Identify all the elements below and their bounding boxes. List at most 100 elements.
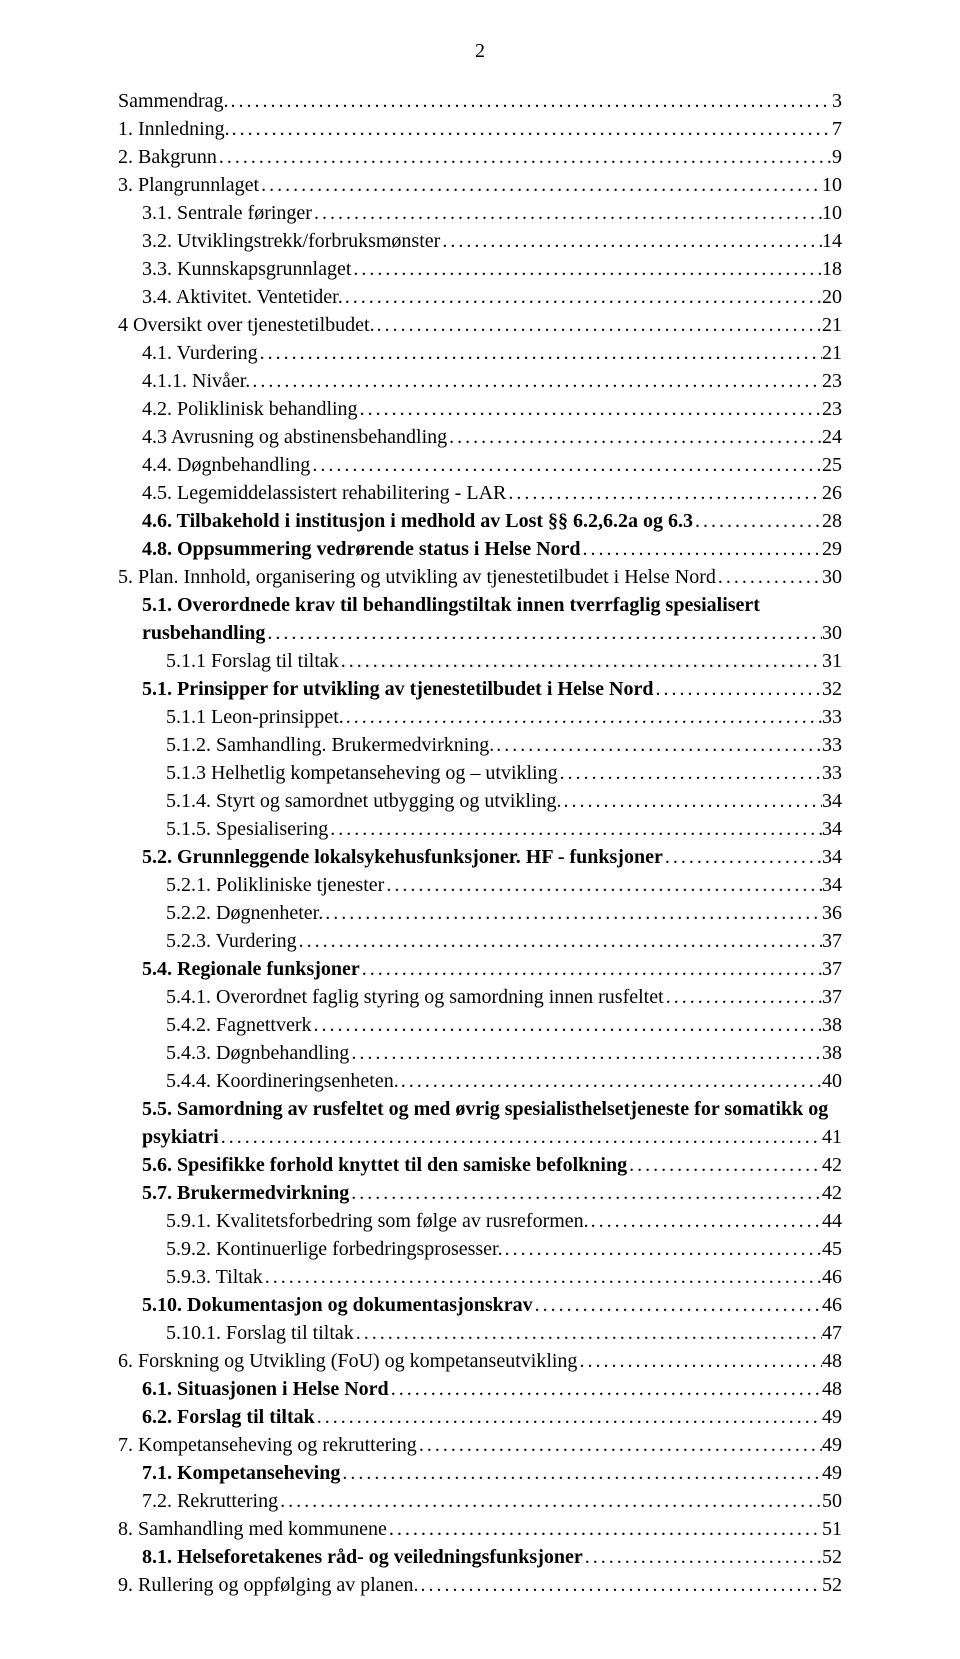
toc-entry: 4 Oversikt over tjenestetilbudet.21	[118, 311, 842, 339]
toc-leader	[339, 647, 822, 675]
toc-page: 31	[822, 647, 842, 675]
toc-leader	[506, 479, 822, 507]
toc-page: 24	[822, 423, 842, 451]
toc-page: 10	[822, 199, 842, 227]
toc-leader	[312, 199, 822, 227]
toc-entry-continuation: rusbehandling 30	[118, 619, 842, 647]
toc-page: 50	[822, 1487, 842, 1515]
toc-page: 33	[822, 703, 842, 731]
toc-entry: 4.5. Legemiddelassistert rehabilitering …	[118, 479, 842, 507]
toc-page: 33	[822, 731, 842, 759]
toc-entry: 2. Bakgrunn9	[118, 143, 842, 171]
toc-entry: 5.1.2. Samhandling. Brukermedvirkning. 33	[118, 731, 842, 759]
toc-label: 5.1.1 Leon-prinsippet.	[166, 703, 344, 731]
toc-page: 38	[822, 1011, 842, 1039]
toc-entry: 9. Rullering og oppfølging av planen.52	[118, 1571, 842, 1599]
toc-entry: 4.8. Oppsummering vedrørende status i He…	[118, 535, 842, 563]
toc-page: 37	[822, 983, 842, 1011]
toc-leader	[250, 367, 822, 395]
toc-label: 5.1. Overordnede krav til behandlingstil…	[142, 591, 760, 619]
toc-label: 5.1.5. Spesialisering	[166, 815, 328, 843]
toc-entry: 5.2.2. Døgnenheter.36	[118, 899, 842, 927]
toc-page: 30	[822, 619, 842, 647]
toc-label: 3.4. Aktivitet. Ventetider.	[142, 283, 343, 311]
toc-page: 48	[822, 1375, 842, 1403]
toc-entry: 7.1. Kompetanseheving49	[118, 1459, 842, 1487]
toc-page: 51	[822, 1515, 842, 1543]
toc-leader	[716, 563, 822, 591]
toc-entry: 5.2.3. Vurdering37	[118, 927, 842, 955]
toc-leader	[581, 535, 822, 563]
toc-leader	[417, 1431, 822, 1459]
toc-leader	[440, 227, 822, 255]
toc-leader	[627, 1151, 822, 1179]
toc-label: 5.4. Regionale funksjoner	[142, 955, 360, 983]
toc-label: 4.8. Oppsummering vedrørende status i He…	[142, 535, 581, 563]
toc-label: 3.1. Sentrale føringer	[142, 199, 312, 227]
toc-page: 38	[822, 1039, 842, 1067]
toc-leader	[494, 731, 822, 759]
toc-leader	[340, 1459, 822, 1487]
toc-label: 6.2. Forslag til tiltak	[142, 1403, 315, 1431]
toc-entry: 7. Kompetanseheving og rekruttering49	[118, 1431, 842, 1459]
toc-label: 6.1. Situasjonen i Helse Nord	[142, 1375, 389, 1403]
toc-entry: 3.1. Sentrale føringer 10	[118, 199, 842, 227]
toc-leader	[360, 955, 822, 983]
toc-page: 34	[822, 815, 842, 843]
toc-leader	[323, 899, 822, 927]
toc-page: 46	[822, 1263, 842, 1291]
toc-leader	[562, 787, 822, 815]
toc-label: 4.1. Vurdering	[142, 339, 258, 367]
toc-label: rusbehandling	[142, 619, 265, 647]
toc-label: 7.2. Rekruttering	[142, 1487, 278, 1515]
toc-page: 37	[822, 955, 842, 983]
toc-entry: 5.5. Samordning av rusfeltet og med øvri…	[118, 1095, 842, 1123]
toc-page: 10	[822, 171, 842, 199]
toc-label: 6. Forskning og Utvikling (FoU) og kompe…	[118, 1347, 577, 1375]
toc-entry: 5.9.3. Tiltak46	[118, 1263, 842, 1291]
toc-leader	[263, 1263, 822, 1291]
toc-leader	[693, 507, 822, 535]
toc-page: 29	[822, 535, 842, 563]
toc-entry: 5.2. Grunnleggende lokalsykehusfunksjone…	[118, 843, 842, 871]
toc-label: 5.2.2. Døgnenheter.	[166, 899, 323, 927]
toc-entry: 5.1.3 Helhetlig kompetanseheving og – ut…	[118, 759, 842, 787]
toc-page: 21	[822, 311, 842, 339]
toc-label: 5.9.2. Kontinuerlige forbedringsprosesse…	[166, 1235, 503, 1263]
toc-entry: 5.9.1. Kvalitetsforbedring som følge av …	[118, 1207, 842, 1235]
toc-page: 44	[822, 1207, 842, 1235]
toc-entry: 3. Plangrunnlaget10	[118, 171, 842, 199]
toc-leader	[354, 1319, 822, 1347]
toc-leader	[419, 1571, 822, 1599]
toc-page: 47	[822, 1319, 842, 1347]
toc-page: 14	[822, 227, 842, 255]
toc-entry: 5.4.1. Overordnet faglig styring og samo…	[118, 983, 842, 1011]
toc-page: 49	[822, 1431, 842, 1459]
toc-entry: 5.4.2. Fagnettverk38	[118, 1011, 842, 1039]
toc-page: 52	[822, 1543, 842, 1571]
toc-entry: 5.4.3. Døgnbehandling38	[118, 1039, 842, 1067]
toc-entry: 6.1. Situasjonen i Helse Nord 48	[118, 1375, 842, 1403]
toc-page: 23	[822, 395, 842, 423]
toc-page: 25	[822, 451, 842, 479]
toc-label: 4.4. Døgnbehandling	[142, 451, 310, 479]
page-number: 2	[118, 40, 842, 63]
toc-leader	[258, 339, 822, 367]
toc-page: 18	[822, 255, 842, 283]
toc-label: 5. Plan. Innhold, organisering og utvikl…	[118, 563, 716, 591]
toc-label: 5.1.2. Samhandling. Brukermedvirkning.	[166, 731, 494, 759]
toc-entry: 7.2. Rekruttering 50	[118, 1487, 842, 1515]
toc-entry: 5.9.2. Kontinuerlige forbedringsprosesse…	[118, 1235, 842, 1263]
toc-leader	[265, 619, 822, 647]
toc-page: 3	[832, 87, 842, 115]
toc-leader	[375, 311, 822, 339]
toc-entry: 5.2.1. Polikliniske tjenester34	[118, 871, 842, 899]
toc-entry: 3.3. Kunnskapsgrunnlaget18	[118, 255, 842, 283]
toc-leader	[389, 1375, 822, 1403]
toc-leader	[229, 87, 832, 115]
document-page: 2 Sammendrag.31. Innledning.72. Bakgrunn…	[0, 0, 960, 1659]
toc-label: 5.2.1. Polikliniske tjenester	[166, 871, 384, 899]
toc-label: 5.5. Samordning av rusfeltet og med øvri…	[142, 1095, 828, 1123]
toc-leader	[387, 1515, 822, 1543]
toc-page: 42	[822, 1151, 842, 1179]
